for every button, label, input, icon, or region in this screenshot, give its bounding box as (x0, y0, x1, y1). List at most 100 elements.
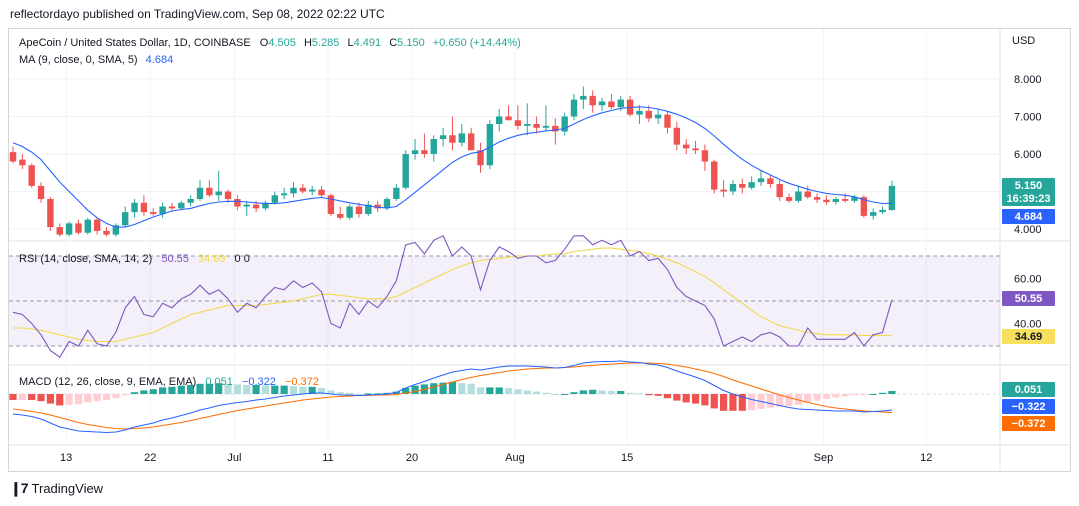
time-tick-label: 15 (621, 452, 633, 464)
candle-body (785, 197, 793, 201)
macd-hist-bar (710, 394, 718, 409)
candle-body (215, 191, 222, 196)
macd-hist-bar (252, 385, 260, 394)
macd-hist-bar (383, 392, 391, 394)
macd-hist-bar (355, 394, 363, 395)
candle-body (262, 202, 269, 209)
candle-body (739, 184, 746, 188)
candle-body (206, 187, 213, 196)
macd-hist-bar (196, 383, 204, 394)
macd-hist-bar (37, 394, 45, 402)
ma-legend: MA (9, close, 0, SMA, 5) 4.684 (19, 54, 173, 66)
price-badge (1002, 178, 1055, 206)
macd-hist-bar (308, 386, 316, 394)
candle-body (589, 95, 596, 106)
candle-body (720, 189, 727, 192)
time-tick-label: Jul (227, 452, 241, 464)
candle-body (458, 133, 465, 143)
macd-hist-bar (804, 394, 812, 403)
rsi-ma-badge (1002, 329, 1055, 344)
candle-body (598, 101, 606, 106)
signal-badge (1002, 399, 1055, 414)
macd-badge (1002, 382, 1055, 397)
candle-body (337, 214, 344, 218)
candle-body (851, 197, 858, 201)
macd-hist-bar (589, 389, 597, 394)
macd-hist-bar (430, 383, 438, 394)
candle-body (309, 189, 316, 192)
macd-hist-bar (215, 383, 223, 394)
macd-hist-value: −0.372 (285, 376, 319, 388)
rsi-extra: 0 0 (235, 253, 250, 265)
candle-body (65, 223, 73, 235)
candle-body (542, 125, 550, 128)
macd-line (12, 360, 892, 434)
macd-hist-bar (504, 388, 513, 394)
tradingview-brand[interactable]: ❙7 TradingView (10, 480, 103, 497)
price-badge-text: 16:39:23 (1006, 193, 1050, 205)
macd-hist-bar (626, 392, 634, 394)
open-value: 4.505 (268, 37, 296, 49)
rsi-ma-value: 34.69 (198, 253, 226, 265)
candle-body (19, 159, 26, 166)
macd-hist-bar (476, 387, 485, 394)
macd-hist-bar (130, 392, 139, 394)
macd-hist-bar (121, 394, 129, 396)
candle-body (664, 114, 671, 128)
close-label: C (389, 37, 397, 49)
candle-body (701, 150, 709, 162)
macd-hist-bar (813, 394, 821, 401)
candle-body (524, 124, 531, 126)
hist-badge (1002, 416, 1055, 431)
macd-hist-bar (551, 394, 559, 395)
candle-body (402, 154, 409, 188)
macd-hist-bar (888, 391, 896, 394)
candle-body (636, 110, 643, 115)
tradingview-logo-icon: ❙7 (10, 480, 29, 496)
candle-body (93, 219, 101, 231)
high-label: H (304, 37, 312, 49)
ma-label: MA (9, close, 0, SMA, 5) (19, 54, 138, 66)
macd-hist-bar (570, 392, 578, 394)
macd-hist-bar (701, 394, 709, 406)
candle-body (870, 212, 877, 216)
publisher-line: reflectordayo published on TradingView.c… (10, 7, 385, 21)
indicator-lines (12, 106, 893, 434)
macd-hist-bar (289, 386, 298, 394)
candle-body (280, 193, 288, 196)
candle-body (804, 191, 811, 198)
macd-hist-bar (346, 392, 354, 394)
candle-body (673, 127, 681, 145)
candles (9, 86, 896, 411)
macd-hist-bar (776, 394, 784, 407)
macd-hist-bar (850, 394, 859, 396)
candle-body (327, 195, 335, 214)
macd-hist-bar (84, 394, 92, 403)
candle-body (224, 191, 232, 199)
macd-hist-bar (271, 385, 279, 394)
macd-hist-bar (9, 394, 17, 400)
candle-body (56, 227, 63, 235)
macd-hist-bar (299, 386, 307, 394)
rsi-tick-label: 40.00 (1014, 319, 1042, 331)
ma-badge-text: 4.684 (1015, 211, 1043, 223)
candle-body (533, 124, 540, 128)
macd-hist-bar (766, 394, 774, 408)
chart-frame[interactable]: 8.0007.0006.0005.0004.00060.0040.001322J… (8, 28, 1071, 472)
candle-body (570, 99, 578, 117)
rsi-ma-line (13, 247, 892, 343)
candle-body (374, 204, 381, 209)
price-legend: ApeCoin / United States Dollar, 1D, COIN… (19, 37, 521, 49)
candle-body (196, 187, 204, 199)
candle-body (645, 110, 652, 119)
candle-body (318, 189, 325, 196)
macd-hist-bar (486, 387, 494, 394)
chart-svg[interactable]: 8.0007.0006.0005.0004.00060.0040.001322J… (9, 29, 1070, 471)
candle-body (832, 199, 839, 202)
macd-hist-bar (841, 394, 849, 397)
macd-hist-bar (28, 394, 36, 400)
candle-body (552, 125, 559, 132)
candle-body (37, 185, 45, 199)
hist-badge-text: −0.372 (1012, 418, 1046, 430)
